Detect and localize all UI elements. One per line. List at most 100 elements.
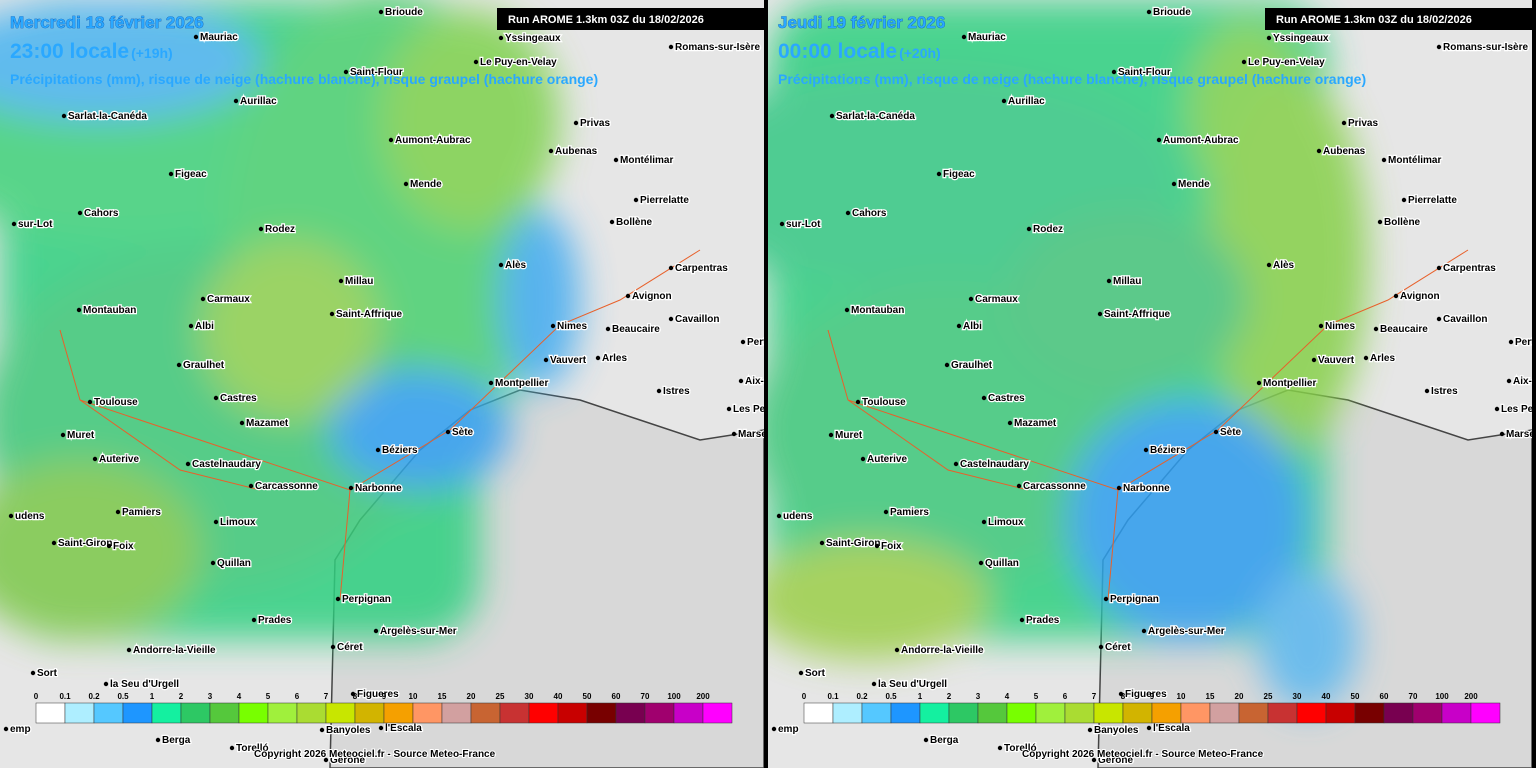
city-label: Aubenas (1323, 146, 1366, 157)
city-label: Aurillac (240, 96, 277, 107)
legend-swatch (919, 702, 950, 724)
precip-blob (1258, 570, 1358, 710)
city-dot (1256, 380, 1262, 386)
city-label: Avignon (1400, 291, 1440, 302)
city-dot (1508, 339, 1514, 345)
legend-label: 0.2 (856, 692, 868, 701)
city-label: Carmaux (975, 294, 1018, 305)
legend-swatch (1325, 702, 1356, 724)
map-panel: Brioude Mauriac Yssingeaux Romans-sur-Isère… (768, 0, 1532, 768)
legend-label: 0.5 (117, 692, 129, 701)
city-dot (330, 644, 336, 650)
city-label: Toulouse (94, 397, 138, 408)
precip-blob (1208, 70, 1368, 450)
city-label: Perpignan (1110, 594, 1159, 605)
legend-swatch (325, 702, 356, 724)
legend-label: 70 (641, 692, 650, 701)
legend-label: 30 (525, 692, 534, 701)
city-dot (1213, 429, 1219, 435)
city-label: la Seu d'Urgell (878, 679, 947, 690)
city-dot (874, 543, 880, 549)
legend-label: 60 (612, 692, 621, 701)
city-label: Aix-en-P (745, 376, 764, 387)
city-label: Istres (1431, 386, 1458, 397)
city-dot (1318, 323, 1324, 329)
city-label: Montauban (83, 305, 136, 316)
legend-swatch (1151, 702, 1182, 724)
city-dot (1026, 226, 1032, 232)
offset: (+19h) (131, 45, 173, 61)
city-dot (961, 34, 967, 40)
city-label: Aumont-Aubrac (395, 135, 471, 146)
city-dot (60, 432, 66, 438)
legend-label: 6 (295, 692, 300, 701)
city-label: Figeac (175, 169, 207, 180)
city-dot (1097, 311, 1103, 317)
legend-swatch (890, 702, 921, 724)
city-label: Figeac (943, 169, 975, 180)
city-dot (1007, 420, 1013, 426)
road (827, 249, 1469, 601)
city-dot (1019, 617, 1025, 623)
city-label: Castelnaudary (192, 459, 261, 470)
city-label: Aubenas (555, 146, 598, 157)
city-label: Toulouse (862, 397, 906, 408)
city-dot (1341, 120, 1347, 126)
legend-swatch (1470, 702, 1501, 724)
city-dot (1118, 691, 1124, 697)
city-label: Prades (258, 615, 292, 626)
legend-label: 9 (382, 692, 387, 701)
city-dot (375, 447, 381, 453)
city-label: Les Pennes-M (733, 404, 764, 415)
legend-swatch (861, 702, 892, 724)
precip-blob (1068, 400, 1308, 640)
legend-swatch (586, 702, 617, 724)
city-dot (894, 647, 900, 653)
city-dot (1506, 378, 1512, 384)
city-label: Muret (67, 430, 95, 441)
city-label: Figueres (357, 689, 399, 700)
city-label: Alès (505, 260, 527, 271)
city-dot (956, 323, 962, 329)
legend-label: 200 (1464, 692, 1478, 701)
legend-label: 20 (1235, 692, 1244, 701)
city-label: Avignon (632, 291, 672, 302)
city-label: Romans-sur-Isère (1443, 42, 1528, 53)
city-label: Prades (1026, 615, 1060, 626)
offset: (+20h) (899, 45, 941, 61)
city-dot (343, 69, 349, 75)
city-label: Istres (663, 386, 690, 397)
city-dot (625, 293, 631, 299)
city-label: Pierrelatte (1408, 195, 1457, 206)
legend-swatch (1383, 702, 1414, 724)
city-label: Aurillac (1008, 96, 1045, 107)
legend-swatch (122, 702, 153, 724)
city-label: Sète (452, 427, 474, 438)
legend-swatch (151, 702, 182, 724)
city-dot (997, 745, 1003, 751)
legend-label: 10 (1177, 692, 1186, 701)
precip-blob (0, 460, 200, 640)
city-dot (248, 483, 254, 489)
city-label: Andorre-la-Vieille (901, 645, 984, 656)
legend-swatch (1035, 702, 1066, 724)
city-label: Arles (1370, 353, 1395, 364)
city-label: Marseille (738, 429, 764, 440)
city-dot (923, 737, 929, 743)
city-label: Torelló (236, 743, 269, 754)
city-dot (348, 485, 354, 491)
copyright: Copyright 2026 Meteociel.fr - Source Met… (1022, 749, 1264, 760)
legend-swatch (296, 702, 327, 724)
city-dot (1146, 725, 1152, 731)
legend-swatch (412, 702, 443, 724)
city-label: Les Pennes-M (1501, 404, 1532, 415)
city-label: udens (783, 511, 813, 522)
legend-label: 6 (1063, 692, 1068, 701)
city-label: Banyoles (326, 725, 371, 736)
city-label: l'Escala (385, 723, 422, 734)
legend-label: 4 (237, 692, 242, 701)
city-label: Cahors (84, 208, 119, 219)
legend-swatch (832, 702, 863, 724)
legend-swatch (977, 702, 1008, 724)
legend-swatch (1412, 702, 1443, 724)
